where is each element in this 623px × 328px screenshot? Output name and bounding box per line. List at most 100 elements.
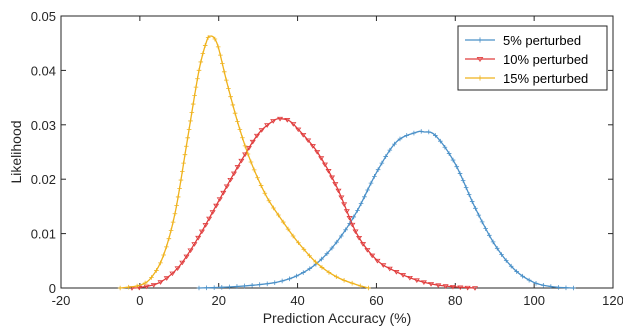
data-point: [296, 240, 301, 246]
data-point: [134, 283, 140, 289]
data-point: [446, 151, 452, 156]
data-point: [279, 278, 285, 284]
data-point: [264, 281, 270, 287]
data-point: [276, 212, 281, 218]
data-point: [188, 118, 193, 124]
data-point: [198, 229, 205, 235]
data-point: [169, 271, 176, 277]
x-tick-label: -20: [52, 293, 71, 308]
data-point: [400, 273, 407, 278]
legend-entry: 5% perturbed: [465, 33, 581, 48]
data-point: [352, 229, 359, 235]
data-point: [126, 284, 131, 290]
data-point: [319, 265, 325, 270]
data-point: [249, 283, 255, 288]
data-point: [351, 214, 357, 220]
series-1: [196, 129, 576, 291]
legend-label: 5% perturbed: [503, 33, 581, 48]
data-point: [255, 175, 260, 181]
series-2: [128, 116, 479, 291]
data-point: [338, 233, 344, 239]
data-point: [300, 133, 307, 138]
data-point: [341, 202, 348, 207]
data-point: [227, 284, 232, 290]
data-point: [349, 280, 355, 286]
data-point: [541, 283, 546, 288]
data-point: [477, 37, 483, 43]
x-tick-label: 100: [523, 293, 545, 308]
legend: 5% perturbed 10% perturbed 15% perturbed: [457, 25, 608, 91]
data-point: [272, 280, 278, 285]
data-point: [563, 285, 569, 291]
data-point: [235, 119, 240, 124]
data-point: [187, 248, 194, 254]
data-point: [438, 138, 443, 144]
x-tick-label: 0: [136, 293, 143, 308]
data-point: [309, 144, 316, 149]
y-tick-label: 0.03: [31, 118, 56, 133]
series-3: [117, 35, 371, 291]
data-point: [237, 127, 243, 132]
data-point: [226, 86, 231, 91]
data-point: [166, 236, 172, 241]
data-point: [457, 285, 464, 291]
data-point: [469, 199, 475, 204]
data-point: [338, 195, 345, 201]
data-point: [218, 52, 223, 58]
data-point: [355, 208, 360, 213]
data-point: [183, 254, 190, 260]
data-point: [380, 263, 387, 268]
data-point: [387, 147, 393, 153]
data-point: [406, 275, 413, 281]
data-point: [483, 226, 488, 231]
data-point: [533, 281, 539, 286]
data-point: [172, 211, 178, 217]
data-point: [179, 169, 185, 174]
legend-items: 5% perturbed 10% perturbed 15% perturbed: [465, 33, 588, 86]
data-point: [359, 242, 367, 247]
data-point: [473, 205, 478, 211]
data-point: [334, 274, 339, 280]
data-point: [332, 182, 339, 187]
data-point: [175, 194, 181, 200]
legend-label: 15% perturbed: [503, 71, 588, 86]
data-point: [257, 282, 262, 287]
data-point: [174, 266, 181, 271]
legend-entry: 15% perturbed: [465, 71, 588, 86]
data-point: [221, 69, 227, 75]
data-point: [357, 283, 363, 289]
data-point: [460, 178, 466, 183]
data-point: [150, 283, 157, 288]
data-point: [457, 171, 463, 176]
data-point: [202, 43, 208, 48]
data-point: [411, 130, 417, 136]
data-point: [556, 285, 561, 290]
data-point: [358, 201, 364, 206]
data-point: [270, 119, 277, 124]
data-point: [230, 102, 236, 108]
data-point: [372, 174, 377, 179]
y-tick-label: 0.01: [31, 227, 56, 242]
series-line: [120, 35, 369, 289]
x-axis-title: Prediction Accuracy (%): [263, 310, 412, 326]
data-point: [426, 129, 432, 135]
data-point: [220, 190, 227, 196]
data-point: [242, 152, 249, 158]
data-point: [477, 75, 483, 81]
data-point: [307, 253, 312, 259]
data-point: [223, 77, 229, 83]
data-point: [249, 139, 256, 145]
data-point: [245, 151, 251, 157]
data-point: [368, 180, 374, 186]
data-point: [205, 35, 211, 40]
data-point: [307, 266, 313, 271]
data-point: [248, 159, 254, 165]
series-layer: [117, 35, 576, 291]
data-point: [428, 282, 435, 287]
data-point: [262, 190, 268, 196]
legend-label: 10% perturbed: [503, 52, 588, 67]
data-point: [365, 187, 370, 193]
data-point: [196, 68, 202, 73]
data-point: [234, 284, 240, 289]
